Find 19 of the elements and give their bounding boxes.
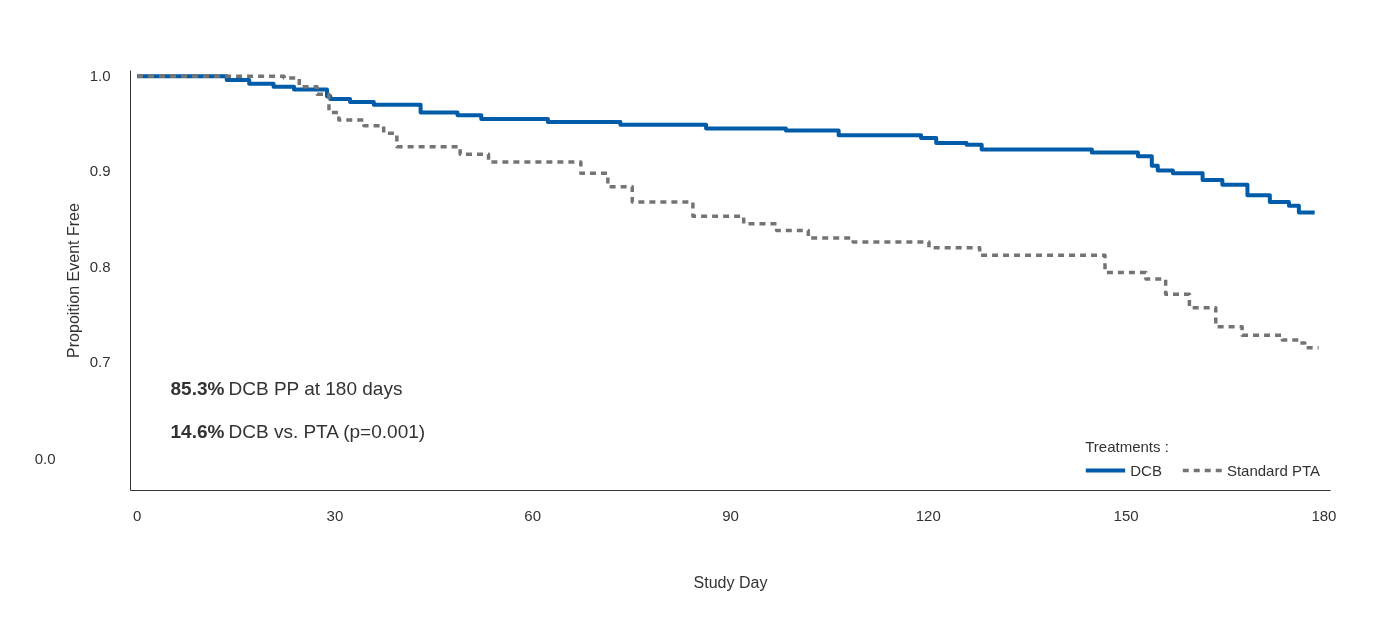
y-tick-label: 0.7 (89, 352, 111, 370)
y-tick-label: 0.8 (89, 257, 111, 275)
text: 0.0 (34, 449, 56, 467)
y-axis-title: Propoition Event Free (64, 203, 82, 358)
x-tick-label: 120 (915, 506, 941, 524)
annotation: 14.6% DCB vs. PTA (p=0.001) (170, 420, 426, 442)
y-tick-label: 1.0 (89, 67, 111, 85)
x-tick-label: 180 (1311, 506, 1337, 524)
x-tick-label: 90 (722, 506, 739, 524)
x-tick-label: 60 (524, 506, 542, 524)
x-tick-label: 0 (132, 506, 142, 524)
x-axis-title: Study Day (693, 573, 768, 591)
legend-label: DCB (1130, 461, 1162, 479)
x-tick-label: 30 (326, 506, 344, 524)
y-tick-label: 0.9 (89, 162, 111, 180)
x-tick-label: 150 (1113, 506, 1139, 524)
legend-title: Treatments : (1085, 438, 1170, 455)
legend-label: Standard PTA (1226, 461, 1320, 479)
annotation: 85.3% DCB PP at 180 days (170, 377, 403, 399)
